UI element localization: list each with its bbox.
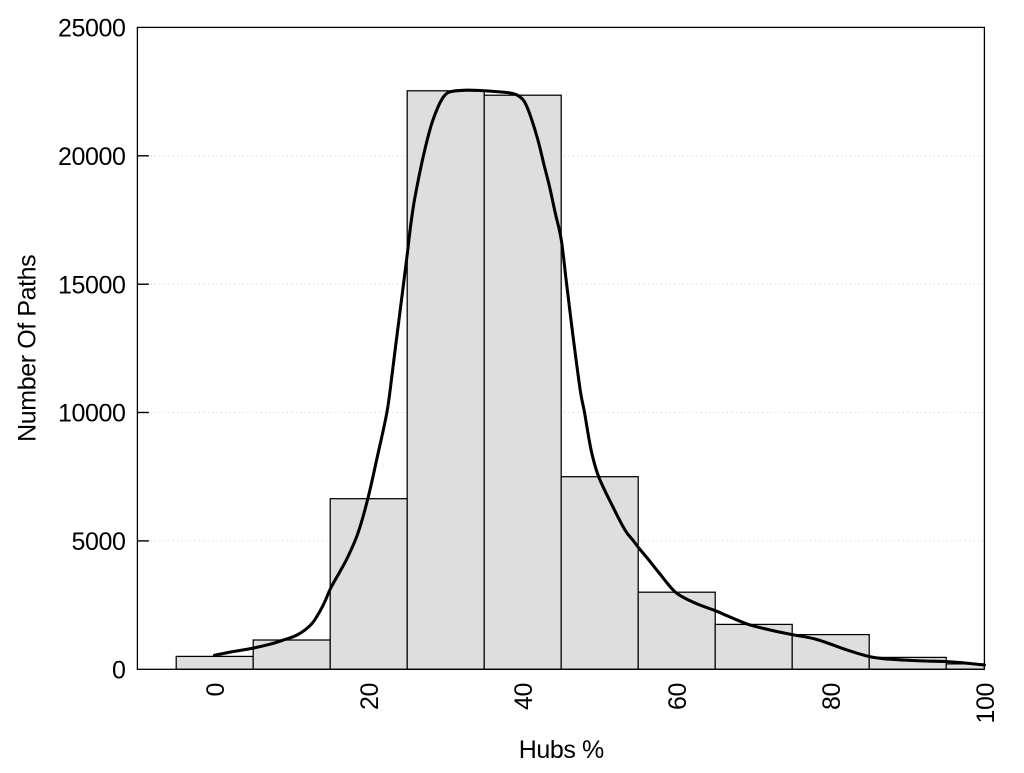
svg-text:60: 60 — [664, 683, 692, 710]
svg-text:20000: 20000 — [58, 143, 126, 171]
svg-text:5000: 5000 — [71, 528, 125, 556]
svg-text:100: 100 — [972, 683, 1000, 724]
svg-text:10000: 10000 — [58, 400, 126, 428]
svg-text:0: 0 — [202, 683, 230, 697]
svg-text:40: 40 — [510, 683, 538, 710]
svg-text:20: 20 — [356, 683, 384, 710]
svg-text:0: 0 — [112, 656, 126, 684]
svg-text:25000: 25000 — [58, 15, 126, 43]
svg-text:80: 80 — [818, 683, 846, 710]
svg-text:Number Of Paths: Number Of Paths — [14, 255, 42, 442]
svg-text:15000: 15000 — [58, 271, 126, 299]
svg-text:Hubs %: Hubs % — [519, 736, 604, 764]
